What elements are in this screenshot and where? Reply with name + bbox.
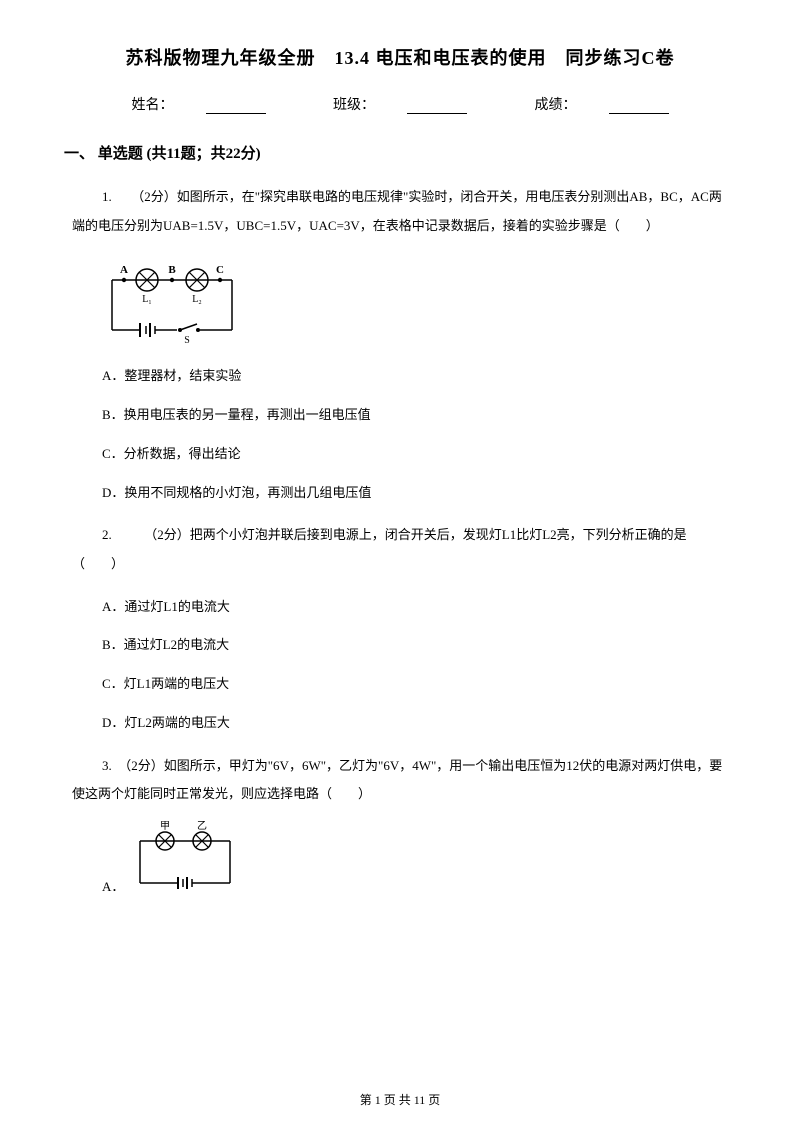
q1-option-a: A．整理器材，结束实验: [102, 366, 728, 387]
q2-option-b: B．通过灯L2的电流大: [102, 635, 728, 656]
q1-option-b: B．换用电压表的另一量程，再测出一组电压值: [102, 405, 728, 426]
grade-label: 成绩：: [519, 98, 685, 113]
q3-option-a-container: A． 甲 乙: [102, 821, 728, 897]
svg-text:B: B: [168, 264, 176, 276]
svg-text:S: S: [184, 335, 190, 346]
name-label: 姓名：: [116, 98, 282, 113]
q2-option-a: A．通过灯L1的电流大: [102, 597, 728, 618]
info-row: 姓名： 班级： 成绩：: [72, 94, 728, 114]
svg-text:C: C: [216, 264, 224, 276]
page-title: 苏科版物理九年级全册 13.4 电压和电压表的使用 同步练习C卷: [72, 44, 728, 70]
svg-text:甲: 甲: [160, 821, 170, 832]
question-2-text: 2. （2分）把两个小灯泡并联后接到电源上，闭合开关后，发现灯L1比灯L2亮，下…: [72, 521, 728, 578]
svg-text:L₁: L₁: [142, 294, 152, 305]
question-1-text: 1. （2分）如图所示，在"探究串联电路的电压规律"实验时，闭合开关，用电压表分…: [72, 183, 728, 240]
page-footer: 第 1 页 共 11 页: [0, 1091, 800, 1108]
svg-text:乙: 乙: [197, 821, 207, 832]
question-3-text: 3. （2分）如图所示，甲灯为"6V，6W"，乙灯为"6V，4W"，用一个输出电…: [72, 752, 728, 809]
question-1: 1. （2分）如图所示，在"探究串联电路的电压规律"实验时，闭合开关，用电压表分…: [72, 183, 728, 240]
circuit-diagram-1: S L₁ L₂ A B C: [102, 258, 728, 348]
svg-text:A: A: [120, 264, 128, 276]
q1-option-c: C．分析数据，得出结论: [102, 444, 728, 465]
question-3: 3. （2分）如图所示，甲灯为"6V，6W"，乙灯为"6V，4W"，用一个输出电…: [72, 752, 728, 809]
question-2: 2. （2分）把两个小灯泡并联后接到电源上，闭合开关后，发现灯L1比灯L2亮，下…: [72, 521, 728, 578]
q1-option-d: D．换用不同规格的小灯泡，再测出几组电压值: [102, 483, 728, 504]
q2-option-c: C．灯L1两端的电压大: [102, 674, 728, 695]
section-header: 一、 单选题 (共11题；共22分): [64, 142, 728, 163]
class-label: 班级：: [317, 98, 483, 113]
svg-text:L₂: L₂: [192, 294, 202, 305]
q3-option-a-label: A．: [102, 876, 124, 895]
q2-option-d: D．灯L2两端的电压大: [102, 713, 728, 734]
circuit-diagram-2: 甲 乙: [130, 821, 240, 897]
